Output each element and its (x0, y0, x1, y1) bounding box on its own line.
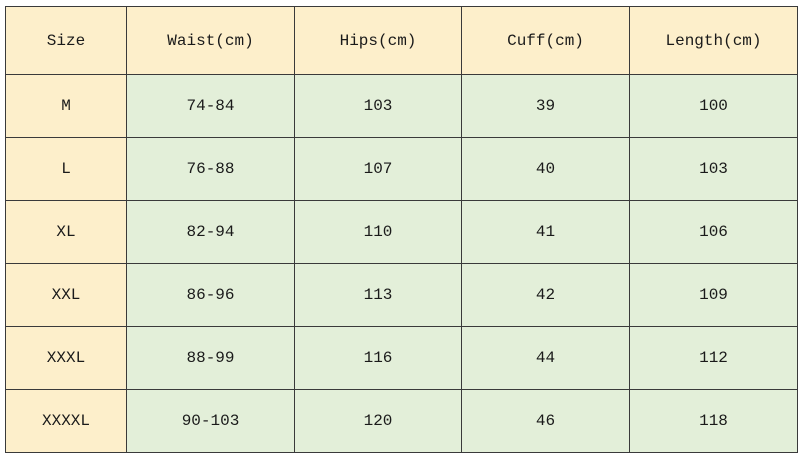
header-cell: Length(cm) (629, 6, 798, 75)
header-row: Size Waist(cm) Hips(cm) Cuff(cm) Length(cm) (5, 6, 798, 75)
size-cell: XXL (5, 263, 127, 327)
value-cell: 88-99 (126, 326, 295, 390)
value-cell: 118 (629, 389, 798, 453)
table-row: M 74-84 103 39 100 (5, 74, 798, 138)
value-cell: 82-94 (126, 200, 295, 264)
value-cell: 113 (294, 263, 462, 327)
header-cell: Waist(cm) (126, 6, 295, 75)
table-row: XXXL 88-99 116 44 112 (5, 326, 798, 390)
value-cell: 46 (461, 389, 630, 453)
size-cell: M (5, 74, 127, 138)
value-cell: 120 (294, 389, 462, 453)
header-cell: Hips(cm) (294, 6, 462, 75)
size-cell: XXXL (5, 326, 127, 390)
header-cell: Cuff(cm) (461, 6, 630, 75)
value-cell: 103 (294, 74, 462, 138)
value-cell: 39 (461, 74, 630, 138)
value-cell: 116 (294, 326, 462, 390)
value-cell: 40 (461, 137, 630, 201)
table-row: XXXXL 90-103 120 46 118 (5, 389, 798, 453)
value-cell: 100 (629, 74, 798, 138)
value-cell: 44 (461, 326, 630, 390)
size-cell: XL (5, 200, 127, 264)
value-cell: 86-96 (126, 263, 295, 327)
value-cell: 103 (629, 137, 798, 201)
table-row: XL 82-94 110 41 106 (5, 200, 798, 264)
header-cell: Size (5, 6, 127, 75)
value-cell: 41 (461, 200, 630, 264)
value-cell: 42 (461, 263, 630, 327)
value-cell: 110 (294, 200, 462, 264)
table-body: Size Waist(cm) Hips(cm) Cuff(cm) Length(cm) M… (5, 6, 798, 453)
size-table: Size Waist(cm) Hips(cm) Cuff(cm) Length(cm) M… (5, 6, 798, 453)
value-cell: 112 (629, 326, 798, 390)
value-cell: 76-88 (126, 137, 295, 201)
value-cell: 74-84 (126, 74, 295, 138)
value-cell: 109 (629, 263, 798, 327)
size-cell: XXXXL (5, 389, 127, 453)
table-row: XXL 86-96 113 42 109 (5, 263, 798, 327)
size-cell: L (5, 137, 127, 201)
value-cell: 107 (294, 137, 462, 201)
value-cell: 106 (629, 200, 798, 264)
table-row: L 76-88 107 40 103 (5, 137, 798, 201)
value-cell: 90-103 (126, 389, 295, 453)
